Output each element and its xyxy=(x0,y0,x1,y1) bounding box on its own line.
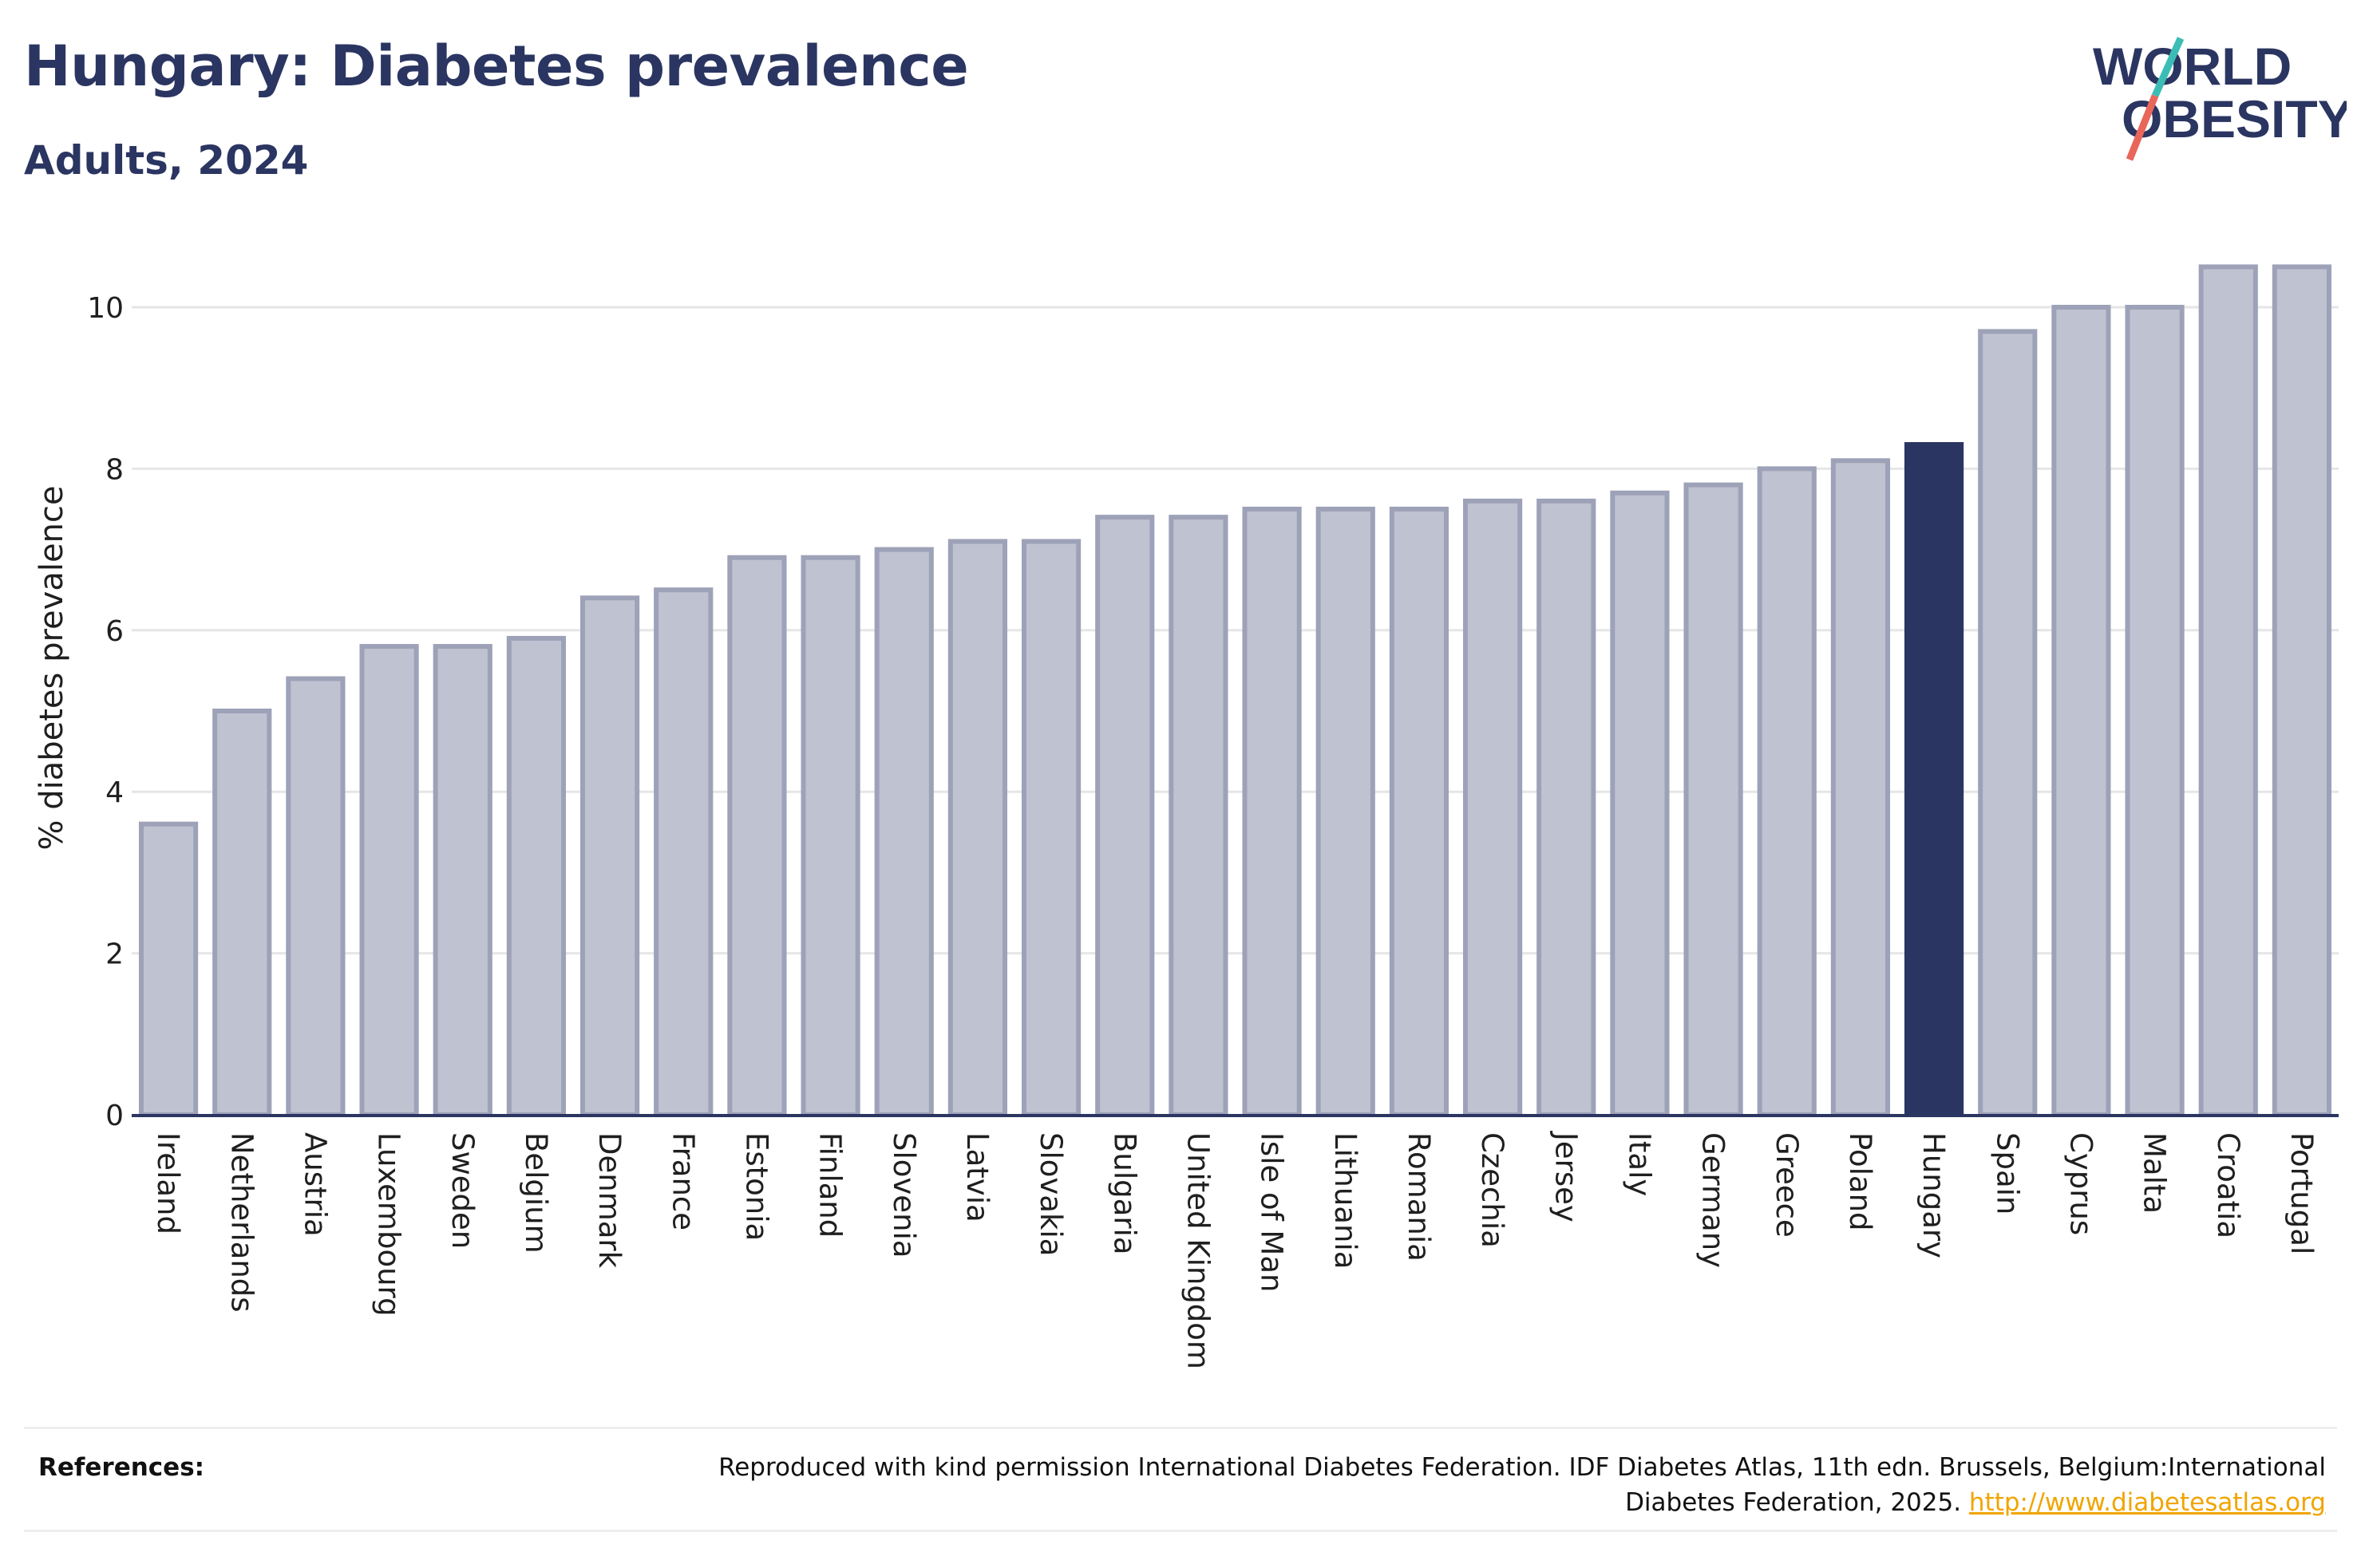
x-tick-label: Jersey xyxy=(1548,1131,1583,1222)
x-tick-label: Germany xyxy=(1696,1132,1730,1268)
x-tick-label: Netherlands xyxy=(224,1132,259,1313)
x-tick-label: Slovakia xyxy=(1034,1132,1068,1256)
bar-chart: 0 2 4 6 8 10 Ireland Netherlands Austria Luxembo… xyxy=(34,264,2339,1369)
bar-slovenia xyxy=(874,547,934,1117)
x-tick-label: Austria xyxy=(298,1132,332,1237)
bar-czechia xyxy=(1462,498,1523,1117)
y-tick-label: 6 xyxy=(105,615,124,648)
bar-france xyxy=(654,587,714,1117)
x-tick-label: Isle of Man xyxy=(1255,1132,1289,1292)
chart-title: Hungary: Diabetes prevalence xyxy=(24,34,969,99)
x-tick-label: Portugal xyxy=(2284,1132,2319,1254)
references-label: References: xyxy=(38,1453,205,1482)
bar-ireland xyxy=(138,821,199,1118)
bar-latvia xyxy=(947,539,1008,1117)
bar-sweden xyxy=(433,644,492,1117)
bar-estonia xyxy=(727,555,787,1117)
y-tick-label: 2 xyxy=(105,938,124,971)
x-tick-label: Estonia xyxy=(739,1132,773,1241)
bar-portugal xyxy=(2272,264,2332,1117)
x-tick-label: Slovenia xyxy=(887,1132,921,1258)
x-tick-label: Romania xyxy=(1402,1132,1436,1262)
x-tick-label: Latvia xyxy=(960,1132,995,1222)
logo-text-world: WORLD xyxy=(2093,37,2292,96)
bar-finland xyxy=(801,555,860,1117)
references-text: Reproduced with kind permission Internat… xyxy=(650,1450,2326,1520)
x-tick-label: Greece xyxy=(1770,1132,1804,1238)
x-tick-label: Italy xyxy=(1622,1132,1656,1196)
bar-malta xyxy=(2125,305,2185,1117)
y-axis-ticks: 0 2 4 6 8 10 xyxy=(87,292,124,1132)
bar-greece xyxy=(1757,466,1817,1117)
x-axis-labels: Ireland Netherlands Austria Luxembourg Swede… xyxy=(151,1131,2319,1369)
x-tick-label: Poland xyxy=(1843,1132,1877,1231)
x-tick-label: Sweden xyxy=(445,1132,480,1249)
bar-spain xyxy=(1978,329,2038,1117)
x-tick-label: France xyxy=(666,1132,700,1230)
x-tick-label: Denmark xyxy=(592,1132,627,1269)
x-tick-label: Cyprus xyxy=(2063,1132,2098,1235)
grid-lines xyxy=(132,306,2339,955)
x-tick-label: Finland xyxy=(813,1132,848,1238)
bar-united-kingdom xyxy=(1169,515,1228,1117)
x-tick-label: Bulgaria xyxy=(1107,1132,1141,1254)
x-tick-label: United Kingdom xyxy=(1180,1132,1215,1369)
bar-belgium xyxy=(506,635,567,1117)
x-tick-label: Croatia xyxy=(2211,1132,2245,1238)
references-citation: Reproduced with kind permission Internat… xyxy=(718,1453,2326,1517)
bar-isle-of-man xyxy=(1242,507,1302,1117)
bar-bulgaria xyxy=(1095,515,1155,1117)
logo-slash-teal xyxy=(2151,37,2185,97)
chart-subtitle: Adults, 2024 xyxy=(24,137,309,184)
bar-cyprus xyxy=(2051,305,2111,1117)
bar-denmark xyxy=(579,595,640,1117)
bar-lithuania xyxy=(1315,507,1375,1117)
bar-slovakia xyxy=(1021,539,1082,1117)
x-tick-label: Ireland xyxy=(151,1132,185,1234)
x-tick-label: Spain xyxy=(1990,1132,2024,1215)
bar-austria xyxy=(286,676,346,1117)
bar-poland xyxy=(1830,458,1891,1117)
x-tick-label: Lithuania xyxy=(1328,1132,1362,1269)
y-tick-label: 4 xyxy=(105,776,124,809)
bar-croatia xyxy=(2198,264,2258,1117)
bar-romania xyxy=(1389,507,1449,1117)
y-axis-label: % diabetes prevalence xyxy=(34,485,70,850)
bar-hungary xyxy=(1904,442,1964,1117)
references-link[interactable]: http://www.diabetesatlas.org xyxy=(1968,1488,2326,1517)
x-tick-label: Belgium xyxy=(519,1132,553,1254)
logo-slash-coral xyxy=(2126,94,2159,161)
x-tick-label: Czechia xyxy=(1475,1132,1509,1248)
y-tick-label: 0 xyxy=(105,1100,124,1132)
x-tick-label: Hungary xyxy=(1916,1132,1951,1258)
logo-text-obesity: OBESITY xyxy=(2122,89,2347,148)
x-tick-label: Luxembourg xyxy=(372,1132,406,1317)
bar-germany xyxy=(1683,482,1743,1117)
bar-italy xyxy=(1610,490,1670,1117)
references-panel: References: Reproduced with kind permiss… xyxy=(24,1427,2337,1532)
bar-luxembourg xyxy=(359,644,419,1117)
y-tick-label: 10 xyxy=(87,292,124,325)
bar-netherlands xyxy=(212,709,272,1117)
bars xyxy=(138,264,2332,1118)
x-tick-label: Malta xyxy=(2138,1132,2172,1214)
bar-jersey xyxy=(1536,498,1596,1117)
y-tick-label: 8 xyxy=(105,453,124,486)
world-obesity-logo: WORLD OBESITY xyxy=(2093,37,2347,161)
